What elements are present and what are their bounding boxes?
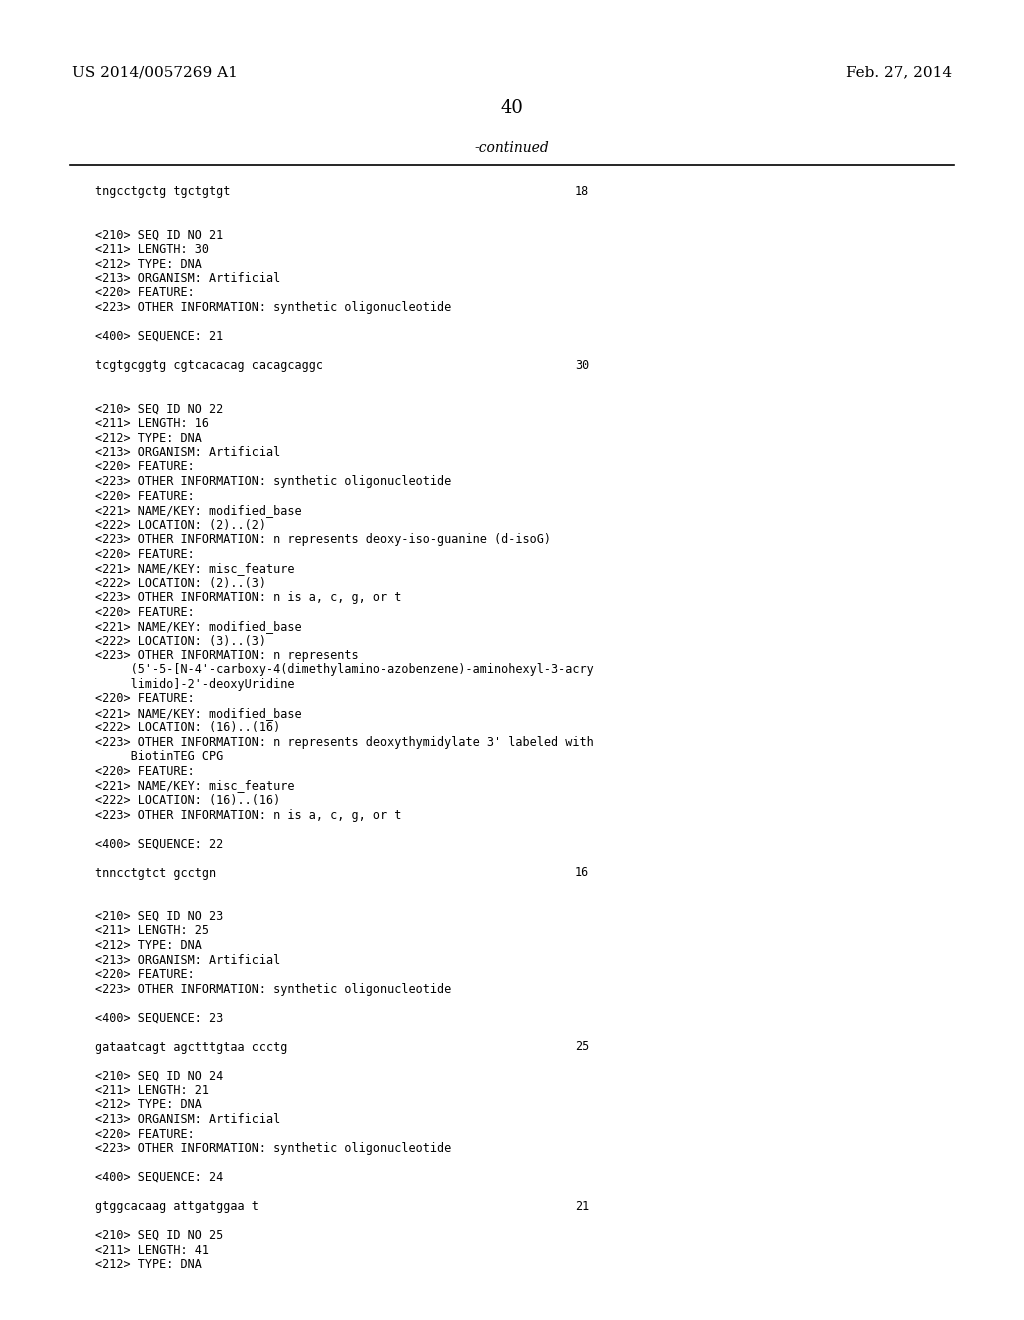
Text: <400> SEQUENCE: 21: <400> SEQUENCE: 21 (95, 330, 223, 343)
Text: <222> LOCATION: (2)..(2): <222> LOCATION: (2)..(2) (95, 519, 266, 532)
Text: <213> ORGANISM: Artificial: <213> ORGANISM: Artificial (95, 1113, 281, 1126)
Text: <211> LENGTH: 21: <211> LENGTH: 21 (95, 1084, 209, 1097)
Text: <221> NAME/KEY: modified_base: <221> NAME/KEY: modified_base (95, 620, 302, 634)
Text: (5'-5-[N-4'-carboxy-4(dimethylamino-azobenzene)-aminohexyl-3-acry: (5'-5-[N-4'-carboxy-4(dimethylamino-azob… (95, 664, 594, 676)
Text: <220> FEATURE:: <220> FEATURE: (95, 286, 195, 300)
Text: <220> FEATURE:: <220> FEATURE: (95, 606, 195, 619)
Text: <400> SEQUENCE: 22: <400> SEQUENCE: 22 (95, 837, 223, 850)
Text: <222> LOCATION: (16)..(16): <222> LOCATION: (16)..(16) (95, 722, 281, 734)
Text: <210> SEQ ID NO 22: <210> SEQ ID NO 22 (95, 403, 223, 416)
Text: <212> TYPE: DNA: <212> TYPE: DNA (95, 432, 202, 445)
Text: <220> FEATURE:: <220> FEATURE: (95, 693, 195, 705)
Text: BiotinTEG CPG: BiotinTEG CPG (95, 751, 223, 763)
Text: <223> OTHER INFORMATION: synthetic oligonucleotide: <223> OTHER INFORMATION: synthetic oligo… (95, 1142, 452, 1155)
Text: <220> FEATURE:: <220> FEATURE: (95, 968, 195, 981)
Text: <220> FEATURE:: <220> FEATURE: (95, 490, 195, 503)
Text: 16: 16 (575, 866, 589, 879)
Text: <212> TYPE: DNA: <212> TYPE: DNA (95, 939, 202, 952)
Text: 18: 18 (575, 185, 589, 198)
Text: <222> LOCATION: (2)..(3): <222> LOCATION: (2)..(3) (95, 577, 266, 590)
Text: <223> OTHER INFORMATION: n is a, c, g, or t: <223> OTHER INFORMATION: n is a, c, g, o… (95, 591, 401, 605)
Text: gtggcacaag attgatggaa t: gtggcacaag attgatggaa t (95, 1200, 259, 1213)
Text: <213> ORGANISM: Artificial: <213> ORGANISM: Artificial (95, 272, 281, 285)
Text: <223> OTHER INFORMATION: n represents deoxythymidylate 3' labeled with: <223> OTHER INFORMATION: n represents de… (95, 737, 594, 748)
Text: <223> OTHER INFORMATION: synthetic oligonucleotide: <223> OTHER INFORMATION: synthetic oligo… (95, 475, 452, 488)
Text: US 2014/0057269 A1: US 2014/0057269 A1 (72, 65, 238, 79)
Text: <211> LENGTH: 16: <211> LENGTH: 16 (95, 417, 209, 430)
Text: tnncctgtct gcctgn: tnncctgtct gcctgn (95, 866, 216, 879)
Text: <211> LENGTH: 30: <211> LENGTH: 30 (95, 243, 209, 256)
Text: <221> NAME/KEY: misc_feature: <221> NAME/KEY: misc_feature (95, 562, 295, 576)
Text: <213> ORGANISM: Artificial: <213> ORGANISM: Artificial (95, 953, 281, 966)
Text: tngcctgctg tgctgtgt: tngcctgctg tgctgtgt (95, 185, 230, 198)
Text: <220> FEATURE:: <220> FEATURE: (95, 1127, 195, 1140)
Text: limido]-2'-deoxyUridine: limido]-2'-deoxyUridine (95, 678, 295, 690)
Text: <212> TYPE: DNA: <212> TYPE: DNA (95, 1098, 202, 1111)
Text: <210> SEQ ID NO 24: <210> SEQ ID NO 24 (95, 1069, 223, 1082)
Text: <223> OTHER INFORMATION: synthetic oligonucleotide: <223> OTHER INFORMATION: synthetic oligo… (95, 301, 452, 314)
Text: <211> LENGTH: 41: <211> LENGTH: 41 (95, 1243, 209, 1257)
Text: <400> SEQUENCE: 24: <400> SEQUENCE: 24 (95, 1171, 223, 1184)
Text: <210> SEQ ID NO 23: <210> SEQ ID NO 23 (95, 909, 223, 923)
Text: <223> OTHER INFORMATION: n represents: <223> OTHER INFORMATION: n represents (95, 649, 358, 663)
Text: <220> FEATURE:: <220> FEATURE: (95, 766, 195, 777)
Text: 25: 25 (575, 1040, 589, 1053)
Text: 40: 40 (501, 99, 523, 117)
Text: <222> LOCATION: (3)..(3): <222> LOCATION: (3)..(3) (95, 635, 266, 648)
Text: <221> NAME/KEY: modified_base: <221> NAME/KEY: modified_base (95, 504, 302, 517)
Text: <211> LENGTH: 25: <211> LENGTH: 25 (95, 924, 209, 937)
Text: <213> ORGANISM: Artificial: <213> ORGANISM: Artificial (95, 446, 281, 459)
Text: <210> SEQ ID NO 21: <210> SEQ ID NO 21 (95, 228, 223, 242)
Text: -continued: -continued (475, 141, 549, 154)
Text: <222> LOCATION: (16)..(16): <222> LOCATION: (16)..(16) (95, 795, 281, 807)
Text: <220> FEATURE:: <220> FEATURE: (95, 548, 195, 561)
Text: <221> NAME/KEY: misc_feature: <221> NAME/KEY: misc_feature (95, 780, 295, 792)
Text: <210> SEQ ID NO 25: <210> SEQ ID NO 25 (95, 1229, 223, 1242)
Text: <400> SEQUENCE: 23: <400> SEQUENCE: 23 (95, 1011, 223, 1024)
Text: gataatcagt agctttgtaa ccctg: gataatcagt agctttgtaa ccctg (95, 1040, 288, 1053)
Text: <220> FEATURE:: <220> FEATURE: (95, 461, 195, 474)
Text: <212> TYPE: DNA: <212> TYPE: DNA (95, 257, 202, 271)
Text: <221> NAME/KEY: modified_base: <221> NAME/KEY: modified_base (95, 708, 302, 719)
Text: <223> OTHER INFORMATION: n is a, c, g, or t: <223> OTHER INFORMATION: n is a, c, g, o… (95, 808, 401, 821)
Text: <223> OTHER INFORMATION: synthetic oligonucleotide: <223> OTHER INFORMATION: synthetic oligo… (95, 982, 452, 995)
Text: <223> OTHER INFORMATION: n represents deoxy-iso-guanine (d-isoG): <223> OTHER INFORMATION: n represents de… (95, 533, 551, 546)
Text: tcgtgcggtg cgtcacacag cacagcaggc: tcgtgcggtg cgtcacacag cacagcaggc (95, 359, 323, 372)
Text: Feb. 27, 2014: Feb. 27, 2014 (846, 65, 952, 79)
Text: 30: 30 (575, 359, 589, 372)
Text: <212> TYPE: DNA: <212> TYPE: DNA (95, 1258, 202, 1271)
Text: 21: 21 (575, 1200, 589, 1213)
